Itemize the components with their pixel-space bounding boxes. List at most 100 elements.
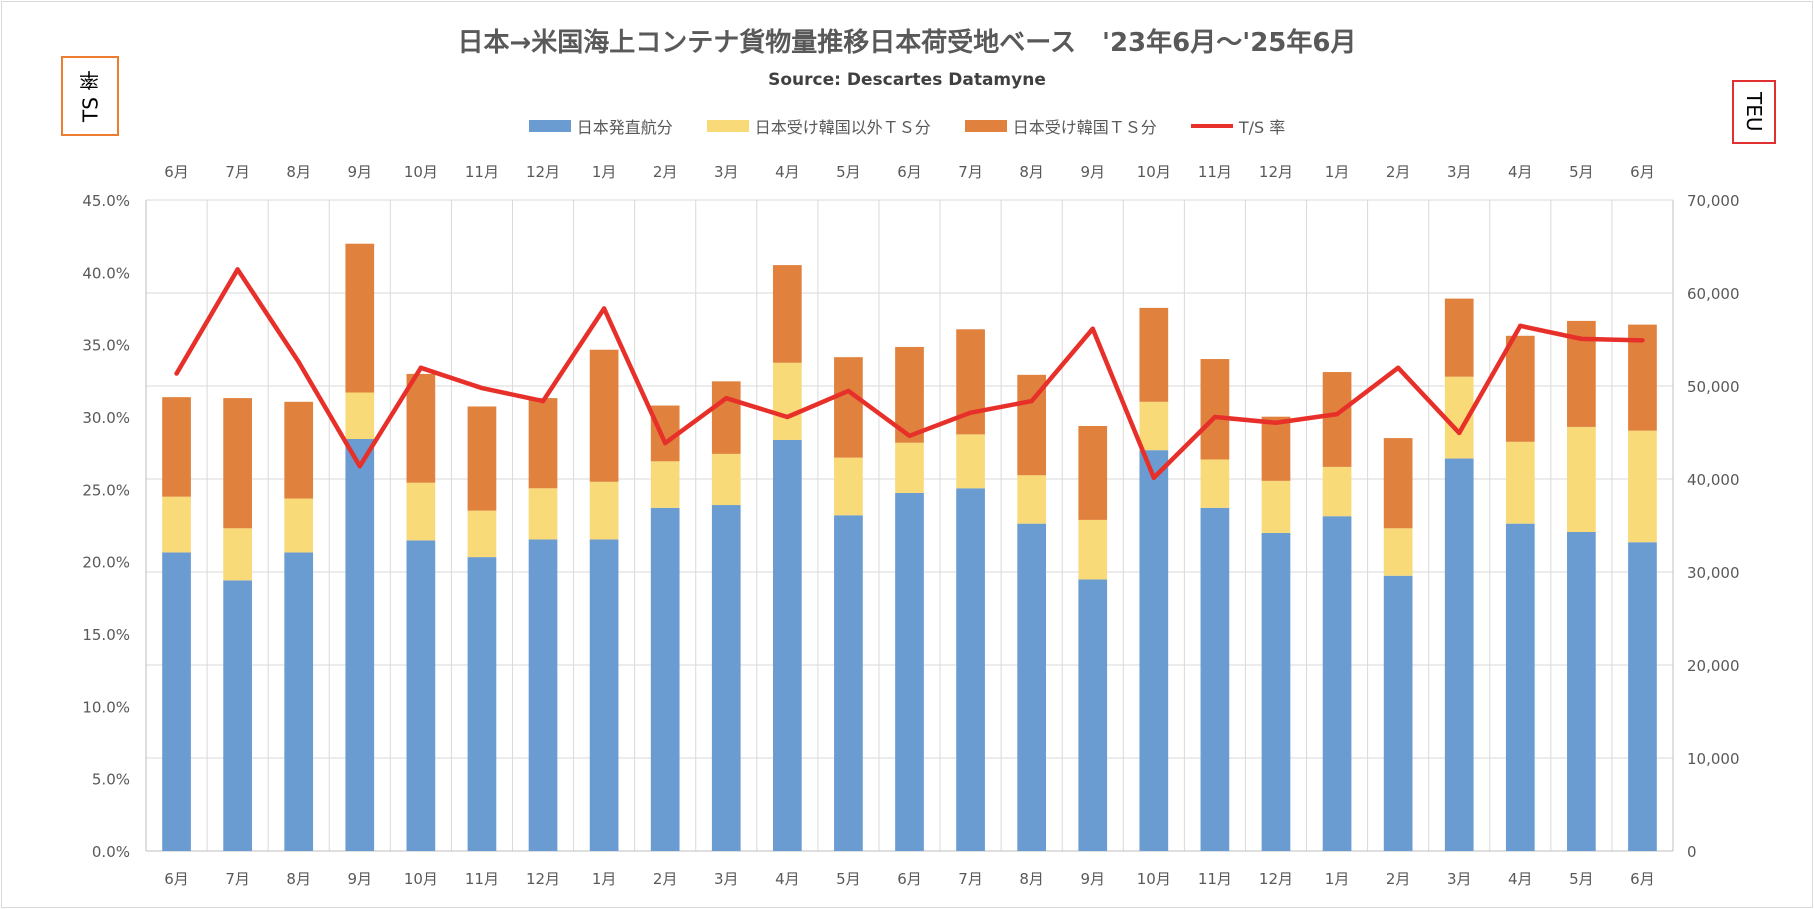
bar-direct (1505, 523, 1535, 851)
bar-non-korea-ts (1505, 441, 1535, 524)
x-tick-label-top: 6月 (164, 163, 189, 181)
legend-item-ts-rate: T/S 率 (1190, 114, 1286, 138)
ts-rate-point (968, 410, 973, 415)
bar-korea-ts (1200, 359, 1230, 460)
x-tick-label-top: 10月 (1137, 163, 1171, 181)
bar-direct (223, 580, 252, 851)
x-tick-label-top: 12月 (1259, 163, 1293, 181)
bar-non-korea-ts (1628, 430, 1657, 543)
ts-rate-point (601, 306, 607, 311)
right-tick-label: 0 (1687, 843, 1697, 861)
bar-direct (711, 505, 741, 851)
bar-direct (1444, 458, 1474, 851)
bar-korea-ts (834, 357, 863, 458)
x-tick-label-top: 3月 (714, 163, 739, 181)
x-tick-label: 4月 (775, 870, 800, 888)
bar-non-korea-ts (284, 498, 314, 553)
ts-rate-point (540, 398, 546, 404)
ts-rate-point (418, 365, 424, 371)
ts-rate-point (235, 267, 240, 272)
x-tick-label-top: 6月 (1630, 163, 1655, 181)
bar-non-korea-ts (223, 528, 252, 581)
bar-direct (284, 552, 314, 851)
x-tick-label-top: 7月 (225, 163, 250, 181)
bar-non-korea-ts (345, 392, 375, 440)
x-tick-label-top: 11月 (1198, 163, 1232, 181)
x-tick-label: 11月 (1198, 870, 1232, 888)
bar-korea-ts (223, 398, 252, 529)
x-tick-label-top: 8月 (1019, 163, 1044, 181)
bar-direct (406, 540, 436, 851)
bar-non-korea-ts (1139, 401, 1169, 451)
left-tick-label: 20.0% (82, 554, 130, 572)
x-tick-label-top: 9月 (348, 163, 373, 181)
bar-direct (1628, 542, 1657, 851)
x-tick-label: 3月 (1447, 870, 1472, 888)
x-tick-label: 5月 (836, 870, 861, 888)
right-tick-label: 70,000 (1687, 192, 1740, 210)
x-tick-label: 6月 (164, 870, 189, 888)
bar-non-korea-ts (589, 481, 619, 540)
bar-direct (1261, 532, 1291, 851)
bar-direct (1139, 450, 1169, 851)
right-tick-label: 40,000 (1687, 471, 1740, 489)
legend-item-direct: 日本発直航分 (528, 114, 673, 138)
bar-direct (772, 439, 802, 851)
right-tick-label: 60,000 (1687, 285, 1740, 303)
bar-direct (467, 557, 497, 851)
bar-non-korea-ts (895, 442, 924, 493)
ts-rate-point (357, 463, 362, 469)
bar-korea-ts (1383, 438, 1413, 529)
legend-swatch-korea-ts (964, 120, 1007, 132)
bar-korea-ts (284, 401, 314, 499)
ts-rate-point (1457, 430, 1462, 436)
legend-item-non-korea-ts: 日本受け韓国以外ＴＳ分 (706, 114, 931, 138)
legend-label-direct: 日本発直航分 (576, 118, 673, 137)
x-tick-label-top: 9月 (1080, 163, 1105, 181)
x-tick-label: 2月 (1386, 870, 1411, 888)
legend-swatch-non-korea-ts (706, 120, 749, 132)
ts-rate-point (1273, 420, 1279, 425)
x-tick-label: 6月 (1630, 870, 1655, 888)
x-tick-label-top: 12月 (526, 163, 560, 181)
ts-rate-point (1395, 365, 1401, 371)
x-tick-label-top: 1月 (1325, 163, 1350, 181)
bar-korea-ts (1139, 307, 1169, 402)
bar-non-korea-ts (1078, 519, 1108, 580)
x-tick-label: 9月 (348, 870, 373, 888)
legend-label-ts-rate: T/S 率 (1238, 118, 1286, 137)
bar-non-korea-ts (467, 510, 497, 558)
x-tick-label: 8月 (286, 870, 311, 888)
left-tick-label: 10.0% (82, 698, 130, 716)
bar-korea-ts (1505, 335, 1535, 442)
chart-title: 日本→米国海上コンテナ貨物量推移日本荷受地ベース '23年6月～'25年6月 (457, 28, 1357, 58)
x-tick-label-top: 3月 (1447, 163, 1472, 181)
ts-rate-point (724, 395, 729, 401)
legend-item-korea-ts: 日本受け韓国ＴＳ分 (964, 114, 1157, 138)
right-tick-label: 10,000 (1687, 750, 1740, 768)
x-tick-label: 10月 (1137, 870, 1171, 888)
x-tick-label-top: 2月 (1386, 163, 1411, 181)
x-tick-label-top: 5月 (1569, 163, 1594, 181)
ts-rate-point (785, 414, 790, 420)
bar-non-korea-ts (1383, 528, 1413, 576)
ts-rate-point (1212, 414, 1218, 420)
ts-rate-point (1334, 411, 1340, 417)
bar-korea-ts (345, 243, 375, 393)
bar-non-korea-ts (1322, 466, 1352, 517)
bar-non-korea-ts (1261, 480, 1291, 533)
bar-korea-ts (528, 398, 558, 489)
bar-non-korea-ts (1200, 459, 1230, 508)
left-tick-label: 30.0% (82, 409, 130, 427)
bar-direct (956, 488, 985, 851)
right-tick-label: 50,000 (1687, 378, 1740, 396)
legend-swatch-ts-rate (1190, 124, 1233, 128)
bar-non-korea-ts (406, 482, 436, 541)
x-tick-label-top: 4月 (1508, 163, 1533, 181)
bar-non-korea-ts (1017, 475, 1047, 524)
x-tick-label: 7月 (225, 870, 250, 888)
bar-non-korea-ts (528, 488, 558, 540)
right-tick-label: 20,000 (1687, 657, 1740, 675)
bar-direct (834, 515, 863, 851)
